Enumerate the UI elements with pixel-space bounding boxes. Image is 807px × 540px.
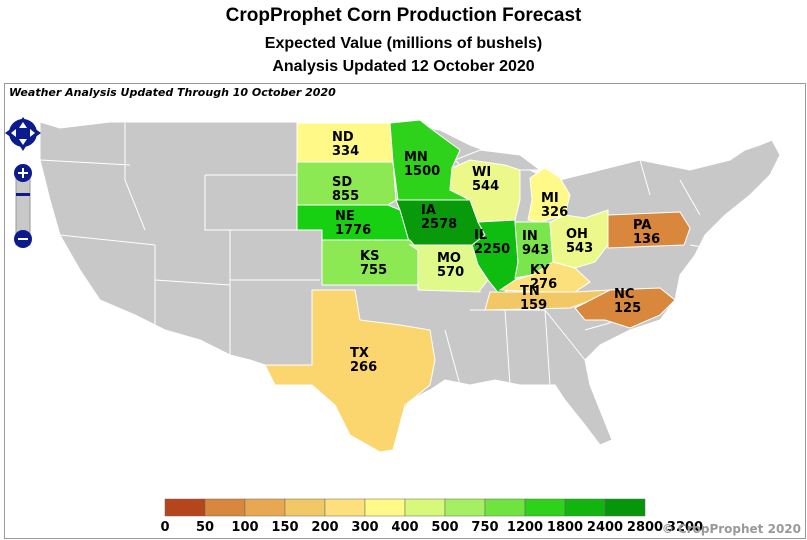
zoom-slider[interactable] [3,163,43,263]
state-wi[interactable] [449,159,521,223]
forecast-states [264,119,691,453]
state-abbr-ia: IA [421,203,436,218]
state-abbr-tx: TX [350,346,369,361]
legend-tick-label: 1800 [547,520,583,535]
legend-tick-label: 2800 [627,520,663,535]
weather-note: Weather Analysis Updated Through 10 Octo… [9,86,336,99]
color-legend: 0 50 100 150 200 300 400 500 750 1200 1800 2400 2800… [160,498,703,535]
state-value-il: 2250 [474,242,510,257]
legend-swatch [364,498,406,517]
legend-tick-label: 50 [196,520,214,535]
legend-swatch [164,498,206,517]
legend-swatch [284,498,326,517]
state-nc[interactable] [574,287,676,329]
legend-tick-label: 3200 [667,520,703,535]
map-subtitle: Expected Value (millions of bushels) [264,35,543,52]
state-abbr-in: IN [522,229,538,244]
legend-swatch [444,498,486,517]
state-abbr-wi: WI [472,165,491,180]
state-value-mo: 570 [437,265,464,280]
state-abbr-ky: KY [530,263,550,278]
state-abbr-pa: PA [633,218,651,233]
legend-tick-label: 300 [351,520,378,535]
state-pa[interactable] [607,211,691,249]
state-value-mn: 1500 [404,164,440,179]
legend-tick-label: 400 [391,520,418,535]
state-abbr-sd: SD [332,175,352,190]
state-tx[interactable] [264,289,436,453]
state-abbr-oh: OH [566,227,588,242]
map-controls [3,115,43,260]
legend-swatch [524,498,566,517]
state-abbr-il: IL [474,228,487,243]
legend-tick-label: 150 [271,520,298,535]
state-value-ia: 2578 [421,217,457,232]
legend-tick-label: 500 [431,520,458,535]
state-abbr-mo: MO [437,251,461,266]
legend-swatch [324,498,366,517]
legend-swatch [204,498,246,517]
state-value-ne: 1776 [335,223,371,238]
state-sd[interactable] [296,161,397,206]
legend-tick-label: 100 [231,520,258,535]
state-value-mi: 326 [541,205,568,220]
legend-tick-label: 2400 [587,520,623,535]
state-value-ky: 276 [530,277,557,292]
legend-swatch [484,498,526,517]
legend-swatch [244,498,286,517]
state-value-wi: 544 [472,179,499,194]
state-value-sd: 855 [332,189,359,204]
map-title: CropProphet Corn Production Forecast [225,5,582,26]
state-abbr-tn: TN [520,284,540,299]
legend-swatch [564,498,606,517]
legend-swatch [404,498,446,517]
gray-state-dividers [39,122,721,386]
legend-swatch [604,498,646,517]
state-abbr-ne: NE [335,209,355,224]
state-value-ks: 755 [360,263,387,278]
state-abbr-mi: MI [541,191,559,206]
legend-tick-label: 1200 [507,520,543,535]
state-value-nc: 125 [614,301,641,316]
state-abbr-ks: KS [360,249,379,264]
state-value-pa: 136 [633,232,660,247]
map-frame [4,83,806,539]
state-value-nd: 334 [332,144,359,159]
analysis-updated: Analysis Updated 12 October 2020 [272,58,535,75]
state-mo[interactable] [408,244,489,293]
copyright: © CropProphet 2020 [661,522,801,536]
state-abbr-nc: NC [614,287,634,302]
state-value-tn: 159 [520,298,547,313]
state-value-in: 943 [522,243,549,258]
us-base-shape [39,121,781,451]
legend-tick-label: 200 [311,520,338,535]
state-value-tx: 266 [350,360,377,375]
state-abbr-mn: MN [404,150,428,165]
legend-tick-label: 750 [471,520,498,535]
pan-arrows-icon[interactable] [3,115,43,260]
state-abbr-nd: ND [332,130,354,145]
state-value-oh: 543 [566,241,593,256]
legend-tick-label: 0 [160,520,169,535]
